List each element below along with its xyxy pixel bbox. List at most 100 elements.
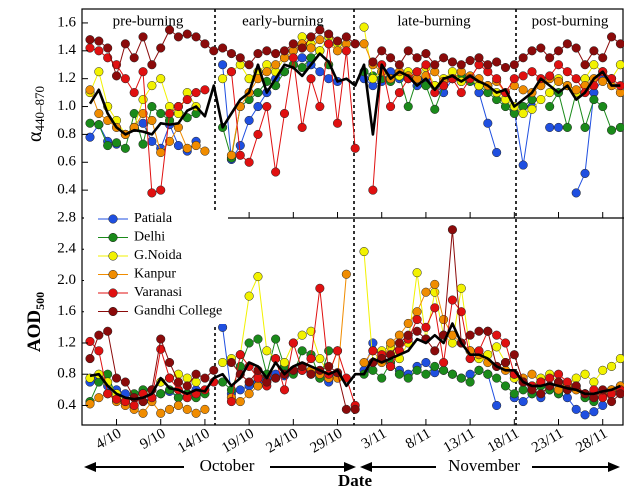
point bbox=[580, 369, 590, 379]
month-label: November bbox=[448, 456, 520, 475]
point bbox=[341, 32, 351, 42]
point bbox=[509, 74, 519, 84]
point bbox=[262, 101, 272, 112]
point bbox=[315, 35, 325, 45]
y-tick-label: 1.2 bbox=[57, 334, 76, 350]
point bbox=[156, 408, 166, 418]
point bbox=[377, 46, 387, 56]
point bbox=[359, 247, 369, 257]
point bbox=[607, 32, 617, 42]
point bbox=[253, 49, 263, 59]
y-tick-label: 0.8 bbox=[57, 126, 76, 142]
point bbox=[412, 67, 422, 77]
point bbox=[191, 369, 201, 379]
point bbox=[182, 381, 192, 391]
point bbox=[492, 342, 502, 352]
point bbox=[191, 377, 201, 387]
point bbox=[94, 108, 104, 119]
point bbox=[191, 408, 201, 418]
point bbox=[147, 115, 157, 126]
point bbox=[94, 393, 104, 403]
point bbox=[253, 272, 263, 282]
y-tick-label: 0.4 bbox=[57, 397, 76, 413]
series-line bbox=[89, 29, 621, 77]
point bbox=[200, 404, 210, 414]
point bbox=[297, 62, 307, 73]
legend-marker bbox=[108, 232, 118, 243]
point bbox=[173, 101, 183, 112]
point bbox=[235, 53, 245, 63]
point bbox=[94, 36, 104, 46]
point bbox=[368, 346, 378, 356]
point bbox=[456, 283, 466, 293]
point bbox=[244, 338, 254, 348]
point bbox=[368, 57, 378, 67]
point bbox=[173, 32, 183, 42]
point bbox=[218, 322, 228, 332]
point bbox=[138, 108, 148, 119]
point bbox=[545, 88, 555, 98]
point bbox=[430, 361, 440, 371]
plot-frame bbox=[81, 8, 624, 426]
point bbox=[394, 330, 404, 340]
point bbox=[244, 291, 254, 301]
point bbox=[306, 32, 316, 42]
point bbox=[129, 88, 139, 98]
point bbox=[394, 369, 404, 379]
arrow-head bbox=[84, 462, 96, 472]
point bbox=[85, 132, 95, 142]
point bbox=[589, 95, 599, 105]
point bbox=[306, 43, 316, 53]
point bbox=[518, 71, 528, 81]
point bbox=[235, 397, 245, 407]
x-tick-label: 4/10 bbox=[93, 426, 124, 453]
point bbox=[297, 122, 307, 132]
point bbox=[156, 74, 166, 84]
arrow-head bbox=[344, 462, 356, 472]
arrow-head bbox=[360, 462, 372, 472]
point bbox=[271, 334, 281, 344]
point bbox=[315, 283, 325, 293]
point bbox=[271, 60, 281, 70]
point bbox=[209, 365, 219, 375]
point bbox=[218, 74, 228, 84]
point bbox=[297, 330, 307, 340]
point bbox=[226, 397, 236, 407]
point bbox=[589, 60, 599, 70]
point bbox=[607, 125, 617, 135]
point bbox=[421, 322, 431, 332]
point bbox=[138, 118, 148, 128]
point bbox=[279, 46, 290, 56]
point bbox=[615, 122, 624, 132]
point bbox=[615, 60, 624, 70]
point bbox=[509, 389, 519, 399]
point bbox=[94, 46, 104, 56]
point bbox=[165, 404, 175, 414]
x-tick-label: 3/11 bbox=[359, 426, 390, 453]
point bbox=[279, 357, 290, 368]
point bbox=[439, 365, 449, 375]
point bbox=[156, 43, 166, 53]
point bbox=[324, 29, 334, 39]
y-axis-label: AOD500 bbox=[24, 292, 46, 352]
legend-box bbox=[84, 211, 228, 324]
point bbox=[218, 60, 228, 70]
point bbox=[607, 361, 617, 371]
point bbox=[138, 95, 148, 105]
point bbox=[598, 400, 608, 411]
point bbox=[120, 39, 130, 49]
point bbox=[500, 338, 511, 348]
point bbox=[111, 71, 122, 81]
point bbox=[165, 373, 175, 383]
point bbox=[492, 373, 502, 383]
x-tick-label: 28/11 bbox=[573, 426, 610, 457]
point bbox=[103, 326, 113, 336]
x-axis-label: Date bbox=[338, 471, 372, 490]
point bbox=[527, 104, 537, 114]
point bbox=[94, 120, 104, 130]
legend-marker bbox=[108, 306, 118, 317]
y-tick-label: 0.8 bbox=[57, 366, 76, 382]
point bbox=[474, 53, 484, 63]
point bbox=[341, 404, 351, 414]
point bbox=[518, 108, 528, 119]
